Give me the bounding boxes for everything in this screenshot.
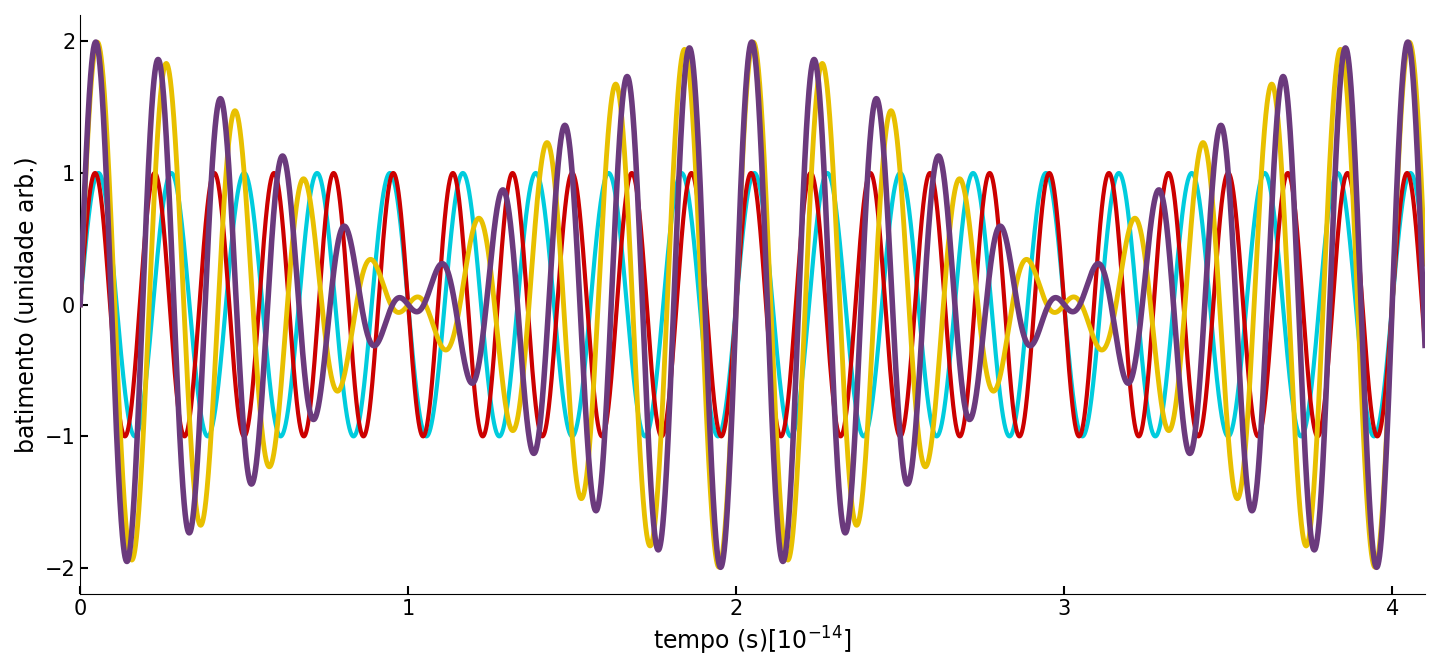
X-axis label: tempo (s)[10$^{-14}$]: tempo (s)[10$^{-14}$] bbox=[654, 625, 852, 657]
Y-axis label: batimento (unidade arb.): batimento (unidade arb.) bbox=[14, 157, 39, 453]
